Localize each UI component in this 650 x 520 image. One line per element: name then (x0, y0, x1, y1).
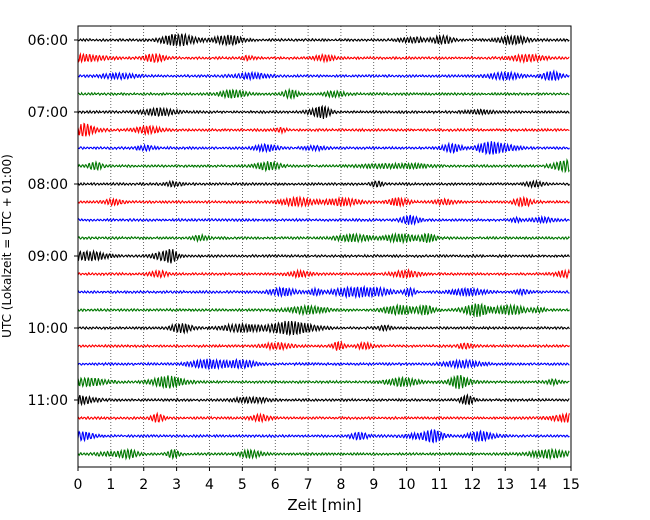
y-tick-label: 07:00 (28, 105, 68, 121)
trace-line (77, 195, 570, 208)
x-tick-label: 3 (172, 477, 181, 493)
y-tick-label: 09:00 (28, 249, 68, 265)
y-axis-title: UTC (Lokalzeit = UTC + 01:00) (0, 154, 14, 338)
trace-line (77, 158, 570, 174)
y-tick-label: 10:00 (28, 321, 68, 337)
x-tick-label: 9 (369, 477, 378, 493)
x-axis-title: Zeit [min] (287, 496, 361, 514)
x-tick-label: 11 (431, 477, 449, 493)
trace-line (77, 214, 570, 227)
y-axis-ticks: 06:00 07:00 08:00 09:00 10:00 11:00 (28, 33, 78, 409)
x-tick-label: 2 (139, 477, 148, 493)
trace-line (77, 69, 570, 82)
trace-line (77, 141, 570, 156)
x-tick-label: 6 (271, 477, 280, 493)
trace-line (77, 374, 570, 390)
trace-line (77, 428, 570, 444)
x-tick-label: 13 (496, 477, 514, 493)
trace-line (77, 393, 570, 407)
y-tick-label: 11:00 (28, 393, 68, 409)
x-tick-label: 4 (205, 477, 214, 493)
trace-line (77, 104, 570, 119)
x-tick-label: 15 (562, 477, 580, 493)
trace-line (77, 32, 570, 47)
x-tick-label: 1 (106, 477, 115, 493)
x-tick-label: 8 (336, 477, 345, 493)
trace-line (77, 284, 570, 300)
trace-line (77, 122, 570, 137)
trace-line (77, 302, 570, 318)
x-tick-label: 5 (238, 477, 247, 493)
y-tick-label: 06:00 (28, 33, 68, 49)
trace-lines (77, 32, 570, 461)
x-tick-label: 0 (74, 477, 83, 493)
y-tick-label: 08:00 (28, 177, 68, 193)
plot-frame (77, 25, 572, 468)
x-tick-label: 12 (463, 477, 481, 493)
trace-line (77, 231, 570, 245)
trace-line (77, 447, 570, 461)
x-axis-ticks: 0 1 2 3 4 5 6 7 8 9 10 11 12 13 14 15 (74, 467, 580, 493)
trace-line (77, 267, 570, 280)
trace-line (77, 357, 570, 371)
x-tick-label: 7 (304, 477, 313, 493)
trace-line (77, 248, 570, 264)
trace-line (77, 178, 570, 190)
trace-line (77, 320, 570, 337)
x-tick-label: 14 (529, 477, 547, 493)
trace-line (77, 340, 570, 352)
trace-line (77, 52, 570, 65)
trace-line (77, 411, 570, 424)
trace-line (77, 87, 570, 100)
x-tick-label: 10 (398, 477, 416, 493)
